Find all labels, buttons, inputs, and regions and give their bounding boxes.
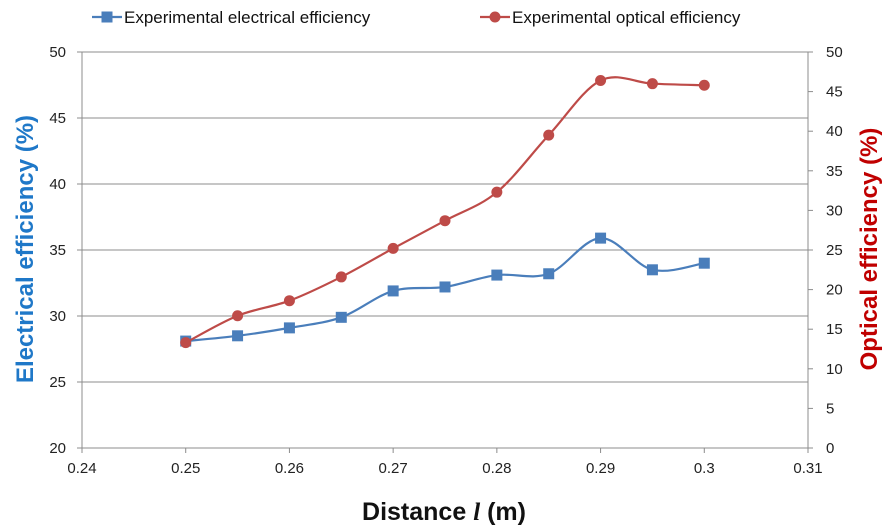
y-right-tick-label: 20 [826, 282, 843, 299]
data-point-circle [283, 295, 295, 307]
y-right-tick-label: 0 [826, 440, 834, 457]
data-point-circle [232, 310, 244, 322]
data-point-square [595, 232, 607, 244]
y-right-tick-label: 40 [826, 123, 843, 140]
legend: Experimental electrical efficiency Experi… [92, 8, 741, 27]
y-left-tick-label: 40 [49, 176, 66, 193]
data-point-circle [646, 78, 658, 90]
data-point-square [439, 281, 451, 293]
data-point-circle [387, 242, 399, 254]
data-point-circle [335, 271, 347, 283]
legend-marker-square [101, 11, 113, 23]
data-point-square [646, 264, 658, 276]
y-left-tick-label: 50 [49, 44, 66, 61]
y-left-tick-label: 20 [49, 440, 66, 457]
data-point-square [232, 330, 244, 342]
y-right-tick-label: 50 [826, 44, 843, 61]
y-right-tick-label: 30 [826, 202, 843, 219]
legend-marker-circle [489, 11, 501, 23]
y-right-tick-label: 10 [826, 361, 843, 378]
x-axis-label: Distance l (m) [362, 498, 526, 526]
y-right-tick-label: 15 [826, 321, 843, 338]
y-right-tick-label: 45 [826, 84, 843, 101]
axes: 0.24 0.25 0.26 0.27 0.28 0.29 0.3 0.31 20 25 30 35 4… [49, 44, 842, 477]
data-point-square [387, 285, 399, 297]
x-tick-label: 0.28 [482, 460, 511, 477]
x-tick-label: 0.25 [171, 460, 200, 477]
gridlines [82, 51, 808, 449]
data-point-circle [698, 79, 710, 91]
x-tick-label: 0.31 [793, 460, 822, 477]
x-tick-label: 0.24 [67, 460, 96, 477]
x-tick-label: 0.26 [275, 460, 304, 477]
data-point-square [491, 269, 503, 281]
y-left-tick-label: 30 [49, 308, 66, 325]
data-point-square [543, 268, 555, 280]
data-point-circle [439, 215, 451, 227]
x-axis-label-variable: l [473, 499, 480, 526]
data-point-circle [595, 75, 607, 87]
x-tick-label: 0.3 [694, 460, 715, 477]
x-axis-label-prefix: Distance [362, 498, 466, 526]
legend-label: Experimental optical efficiency [512, 8, 741, 27]
series-2 [180, 75, 710, 349]
legend-item: Experimental electrical efficiency [92, 8, 371, 27]
data-point-square [283, 322, 295, 334]
y-left-tick-label: 25 [49, 374, 66, 391]
data-point-circle [180, 337, 192, 349]
series-group [180, 75, 710, 349]
y-axis-left-label: Electrical efficiency (%) [12, 115, 39, 383]
legend-item: Experimental optical efficiency [480, 8, 741, 27]
x-tick-label: 0.29 [586, 460, 615, 477]
y-left-tick-label: 45 [49, 110, 66, 127]
data-point-square [698, 257, 710, 269]
x-tick-label: 0.27 [379, 460, 408, 477]
data-point-square [335, 311, 347, 323]
y-right-tick-label: 5 [826, 400, 834, 417]
y-left-tick-label: 35 [49, 242, 66, 259]
legend-label: Experimental electrical efficiency [124, 8, 371, 27]
y-right-tick-label: 25 [826, 242, 843, 259]
data-point-circle [543, 129, 555, 141]
y-right-tick-label: 35 [826, 163, 843, 180]
y-axis-right-label: Optical efficiency (%) [856, 128, 883, 371]
data-point-circle [491, 186, 503, 198]
x-axis-label-unit: (m) [487, 498, 526, 526]
